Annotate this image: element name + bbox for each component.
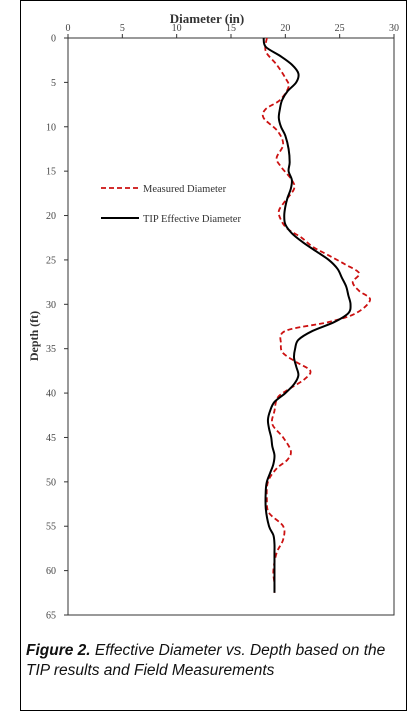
x-tick-label: 20 [280, 23, 290, 34]
figure-frame: Diameter (in) 0 5 10 15 20 25 30 0 5 10 15 20 25 30 35… [20, 0, 407, 711]
y-tick-label: 35 [46, 344, 56, 355]
series-line-tip [262, 37, 352, 593]
y-tick-label: 15 [46, 167, 56, 178]
y-tick-label: 50 [46, 477, 56, 488]
series-line-measured [261, 37, 371, 593]
caption-lead: Figure 2. [26, 642, 91, 659]
caption-text: Effective Diameter vs. Depth based on th… [26, 642, 386, 679]
x-tick-label: 25 [335, 23, 345, 34]
plot-border [67, 37, 395, 616]
y-tick-label: 65 [46, 611, 56, 622]
y-tick-label: 10 [46, 122, 56, 133]
x-tick-label: 10 [172, 23, 182, 34]
y-tick-label: 60 [46, 566, 56, 577]
y-tick-label: 0 [51, 34, 56, 45]
x-tick-label: 30 [389, 23, 399, 34]
chart: Diameter (in) 0 5 10 15 20 25 30 0 5 10 15 20 25 30 35… [27, 11, 399, 622]
x-tick-label: 15 [226, 23, 236, 34]
y-tick-label: 40 [46, 389, 56, 400]
y-tick-label: 5 [51, 78, 56, 89]
y-tick-label: 45 [46, 433, 56, 444]
y-tick-label: 20 [46, 211, 56, 222]
figure-caption: Figure 2. Effective Diameter vs. Depth b… [26, 641, 404, 681]
chart-title: Diameter (in) [170, 11, 244, 26]
y-tick-label: 25 [46, 255, 56, 266]
y-axis-label: Depth (ft) [27, 311, 41, 361]
legend-entry: Measured Diameter [143, 184, 227, 195]
y-tick-label: 30 [46, 300, 56, 311]
legend-entry: TIP Effective Diameter [143, 214, 241, 225]
x-tick-label: 0 [66, 23, 71, 34]
y-tick-label: 55 [46, 522, 56, 533]
x-tick-label: 5 [120, 23, 125, 34]
plot-area: 0 5 10 15 20 25 30 0 5 10 15 20 25 30 35 40 45 50 55 60 65 Me… [46, 23, 399, 622]
